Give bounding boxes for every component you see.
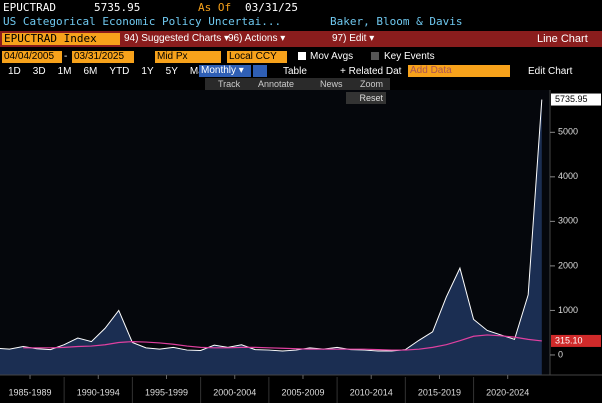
period[interactable]: 5Y [165,66,178,77]
tool[interactable]: Track [218,79,241,89]
x-tick-label: 2005-2009 [281,387,324,397]
chart: 0 1000 2000 3000 4000 5000 1985-1989 1990-1994 1… [0,90,602,403]
period[interactable]: 1Y [141,66,154,77]
y-tick-label: 1000 [558,305,578,315]
period[interactable]: 1M [57,66,72,77]
menu[interactable]: 94) Suggested Charts ▾ [124,33,230,44]
tool-bar [205,78,390,90]
plot [0,99,543,375]
x-tick-label: 2010-2014 [350,387,393,397]
add-data[interactable]: Add Data [408,65,510,77]
period[interactable]: 6M [83,66,98,77]
y-tick-label: 4000 [558,171,578,181]
last-value-label: 315.10 [555,335,583,345]
line [23,334,542,351]
period[interactable]: YTD [109,66,130,77]
frequency[interactable]: Monthly ▾ [199,65,251,77]
x-tick-label: 1990-1994 [77,387,120,397]
checkbox[interactable] [298,52,306,60]
period-bar: 1D3D1M6MYTD1Y5YMax [6,66,211,78]
y-tick-label: 3000 [558,216,578,226]
edit-chart[interactable]: Edit Chart [528,66,573,77]
tool[interactable]: Zoom [360,79,384,89]
y-tick-label: 5000 [558,127,578,137]
separator: - [64,51,68,62]
end-date[interactable]: 03/31/2025 [72,51,134,63]
source: Baker, Bloom & Davis [330,15,463,28]
last-price: 5735.95 [94,1,141,14]
area [0,99,542,375]
related-data[interactable]: + Related Dat [340,66,402,77]
currency[interactable]: Local CCY [227,51,287,63]
last-value-box [551,93,601,106]
x-tick-label: 1995-1999 [145,387,188,397]
reset-button[interactable]: Reset [346,92,386,104]
x-tick-label: 2000-2004 [213,387,256,397]
period[interactable]: 3D [32,66,46,77]
ticker: EPUCTRAD [3,1,56,14]
toolbar [0,31,602,47]
menu[interactable]: 96) Actions ▾ [228,33,286,44]
description: US Categorical Economic Policy Uncertai.… [3,15,282,28]
x-tick-label: 1985-1989 [9,387,52,397]
price-field[interactable]: Mid Px [155,51,221,63]
as-of-date: 03/31/25 [245,1,298,14]
key-events[interactable]: Key Events [384,51,435,62]
y-tick-label: 2000 [558,260,578,270]
line [0,99,543,352]
tool[interactable]: Annotate [258,79,295,89]
x-tick-label: 2020-2024 [486,387,529,397]
security-input[interactable]: EPUCTRAD Index [2,33,120,45]
start-date[interactable]: 04/04/2005 [2,51,62,63]
chart-icon[interactable] [253,65,267,77]
chart-type: Line Chart [537,33,588,45]
x-tick-label: 2015-2019 [418,387,461,397]
tool[interactable]: News [320,79,343,89]
table-button[interactable]: Table [283,66,307,77]
last-value-box [551,334,601,347]
last-value-label: 5735.95 [555,94,588,104]
y-tick-label: 0 [558,349,563,359]
menu[interactable]: 97) Edit ▾ [332,33,375,44]
as-of-label: As Of [198,1,232,14]
checkbox[interactable] [371,52,379,60]
mov-avgs[interactable]: Mov Avgs [310,51,354,62]
period[interactable]: 1D [8,66,21,77]
